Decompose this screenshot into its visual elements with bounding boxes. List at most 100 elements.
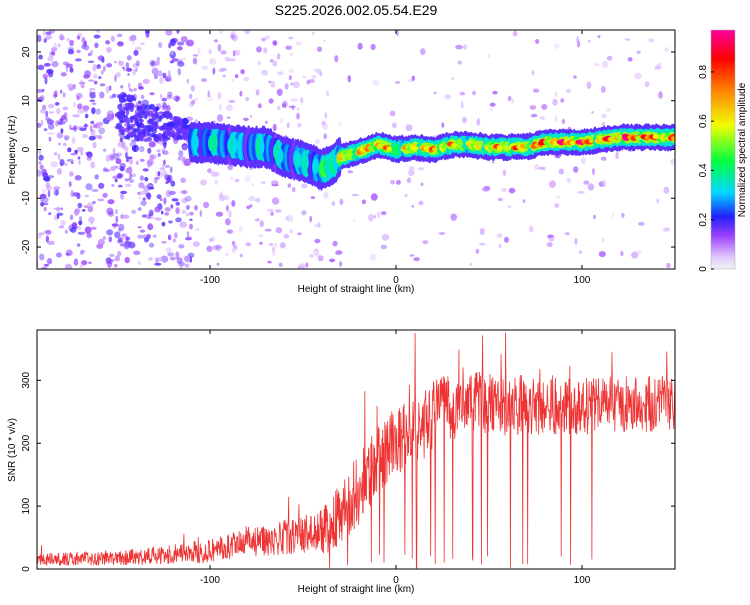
- spectrum-noise-blob: [53, 42, 57, 50]
- snr-ytick-label: 300: [21, 372, 32, 389]
- spectrum-noise-blob: [41, 168, 47, 176]
- spectrum-noise-blob: [124, 183, 132, 187]
- snr-plot-area: [37, 330, 675, 569]
- spectrum-ridge-cell: [288, 146, 295, 173]
- spectrum-noise-blob: [47, 123, 55, 130]
- spectrum-noise-blob: [283, 233, 290, 239]
- spectrum-noise-blob: [189, 93, 193, 100]
- spectrum-noise-blob: [325, 90, 330, 97]
- spectrum-noise-blob: [134, 118, 139, 124]
- spectrum-noise-blob: [79, 81, 86, 85]
- spectrum-noise-blob: [663, 227, 670, 232]
- spectrum-noise-blob: [38, 232, 45, 236]
- spectrum-noise-blob: [67, 147, 72, 153]
- spectrum-noise-blob: [157, 136, 162, 141]
- spectrum-noise-blob: [88, 216, 95, 223]
- spectrum-noise-blob: [73, 258, 79, 266]
- spectrum-noise-blob: [381, 233, 390, 241]
- spectrum-noise-blob: [244, 174, 252, 182]
- spectrum-noise-blob: [322, 123, 328, 131]
- spectrum-noise-blob: [197, 47, 201, 55]
- snr-panel: -100 0 100 0 100 200 300 Height of straight li…: [7, 329, 676, 595]
- spectrum-noise-blob: [258, 234, 264, 238]
- spectrum-noise-blob: [222, 74, 227, 78]
- spectrum-noise-blob: [255, 89, 260, 96]
- spectrum-noise-blob: [177, 68, 181, 76]
- spectrum-noise-blob: [47, 56, 54, 62]
- spectrum-noise-blob: [39, 164, 44, 170]
- spectrum-noise-blob: [90, 161, 96, 169]
- spectrum-noise-blob: [128, 35, 134, 42]
- spectrum-noise-blob: [329, 258, 336, 263]
- spectrum-noise-blob: [161, 148, 165, 154]
- spectrum-noise-blob: [139, 145, 145, 153]
- spectrum-noise-blob: [88, 87, 96, 91]
- spectrum-ridge-cell: [191, 134, 199, 151]
- spectrum-noise-blob: [155, 106, 160, 111]
- spectrum-noise-blob: [148, 209, 154, 217]
- spectrum-noise-blob: [43, 230, 49, 234]
- spectrum-noise-blob: [70, 227, 77, 233]
- spectrum-noise-blob: [38, 154, 44, 161]
- spectrum-noise-blob: [119, 98, 125, 102]
- spectrum-noise-blob: [230, 176, 234, 181]
- spectrum-noise-blob: [119, 243, 126, 247]
- spectrum-noise-blob: [127, 122, 130, 127]
- spectrum-noise-blob: [97, 55, 105, 61]
- spectrum-ridge-cell: [368, 145, 374, 151]
- spectrum-noise-blob: [140, 124, 145, 129]
- spectrum-noise-blob: [278, 262, 283, 267]
- spectrum-noise-blob: [147, 110, 154, 117]
- spectrum-noise-blob: [125, 149, 129, 153]
- spectrum-noise-blob: [226, 104, 233, 112]
- spectrum-noise-blob: [133, 49, 139, 56]
- spectrum-noise-blob: [111, 223, 119, 227]
- spectrum-noise-blob: [109, 153, 116, 158]
- spectrum-noise-blob: [60, 128, 64, 134]
- spectrum-noise-blob: [275, 227, 283, 234]
- spectrum-noise-blob: [55, 120, 59, 127]
- spectrum-noise-blob: [129, 116, 136, 120]
- spectrum-noise-blob: [120, 193, 124, 200]
- spectrogram-xtick-label: 100: [574, 275, 591, 286]
- spectrum-noise-blob: [161, 97, 167, 102]
- spectrum-noise-blob: [226, 116, 231, 119]
- spectrum-noise-blob: [206, 245, 213, 252]
- spectrum-noise-blob: [460, 101, 464, 109]
- spectrum-noise-blob: [94, 80, 98, 85]
- spectrum-noise-blob: [43, 206, 47, 212]
- spectrum-noise-blob: [288, 75, 292, 81]
- spectrum-noise-blob: [636, 50, 641, 54]
- spectrum-noise-blob: [231, 240, 236, 246]
- spectrum-noise-blob: [162, 111, 168, 118]
- spectrum-noise-blob: [152, 234, 157, 238]
- spectrum-noise-blob: [112, 223, 116, 230]
- spectrum-noise-blob: [370, 193, 378, 201]
- spectrum-noise-blob: [154, 73, 158, 80]
- spectrum-noise-blob: [137, 234, 144, 239]
- spectrum-noise-blob: [314, 68, 322, 73]
- spectrum-noise-blob: [162, 140, 167, 148]
- spectrum-noise-blob: [57, 153, 61, 161]
- spectrum-noise-blob: [125, 156, 133, 160]
- spectrum-noise-blob: [158, 42, 163, 48]
- spectrum-noise-blob: [70, 127, 77, 130]
- spectrum-noise-blob: [42, 188, 47, 194]
- spectrum-noise-blob: [483, 185, 491, 191]
- spectrum-noise-blob: [153, 133, 158, 139]
- spectrum-noise-blob: [76, 192, 81, 200]
- spectrum-noise-blob: [476, 118, 481, 126]
- spectrum-noise-blob: [182, 133, 187, 141]
- spectrum-noise-blob: [298, 263, 306, 269]
- snr-ticks: -100 0 100 0 100 200 300: [21, 330, 675, 586]
- spectrum-noise-blob: [150, 154, 157, 160]
- spectrum-noise-blob: [42, 30, 46, 37]
- spectrum-noise-blob: [313, 248, 319, 256]
- spectrum-noise-blob: [558, 168, 564, 175]
- spectrum-noise-blob: [45, 182, 50, 188]
- spectrum-noise-blob: [97, 123, 102, 129]
- spectrum-noise-blob: [172, 116, 178, 122]
- spectrum-noise-blob: [64, 229, 68, 234]
- spectrogram-ytick-label: 0: [21, 146, 32, 152]
- spectrum-noise-blob: [71, 222, 78, 228]
